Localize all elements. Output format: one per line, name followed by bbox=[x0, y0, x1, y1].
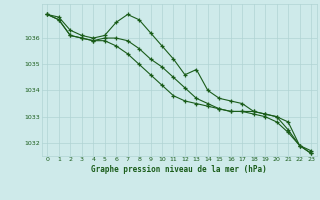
X-axis label: Graphe pression niveau de la mer (hPa): Graphe pression niveau de la mer (hPa) bbox=[91, 165, 267, 174]
